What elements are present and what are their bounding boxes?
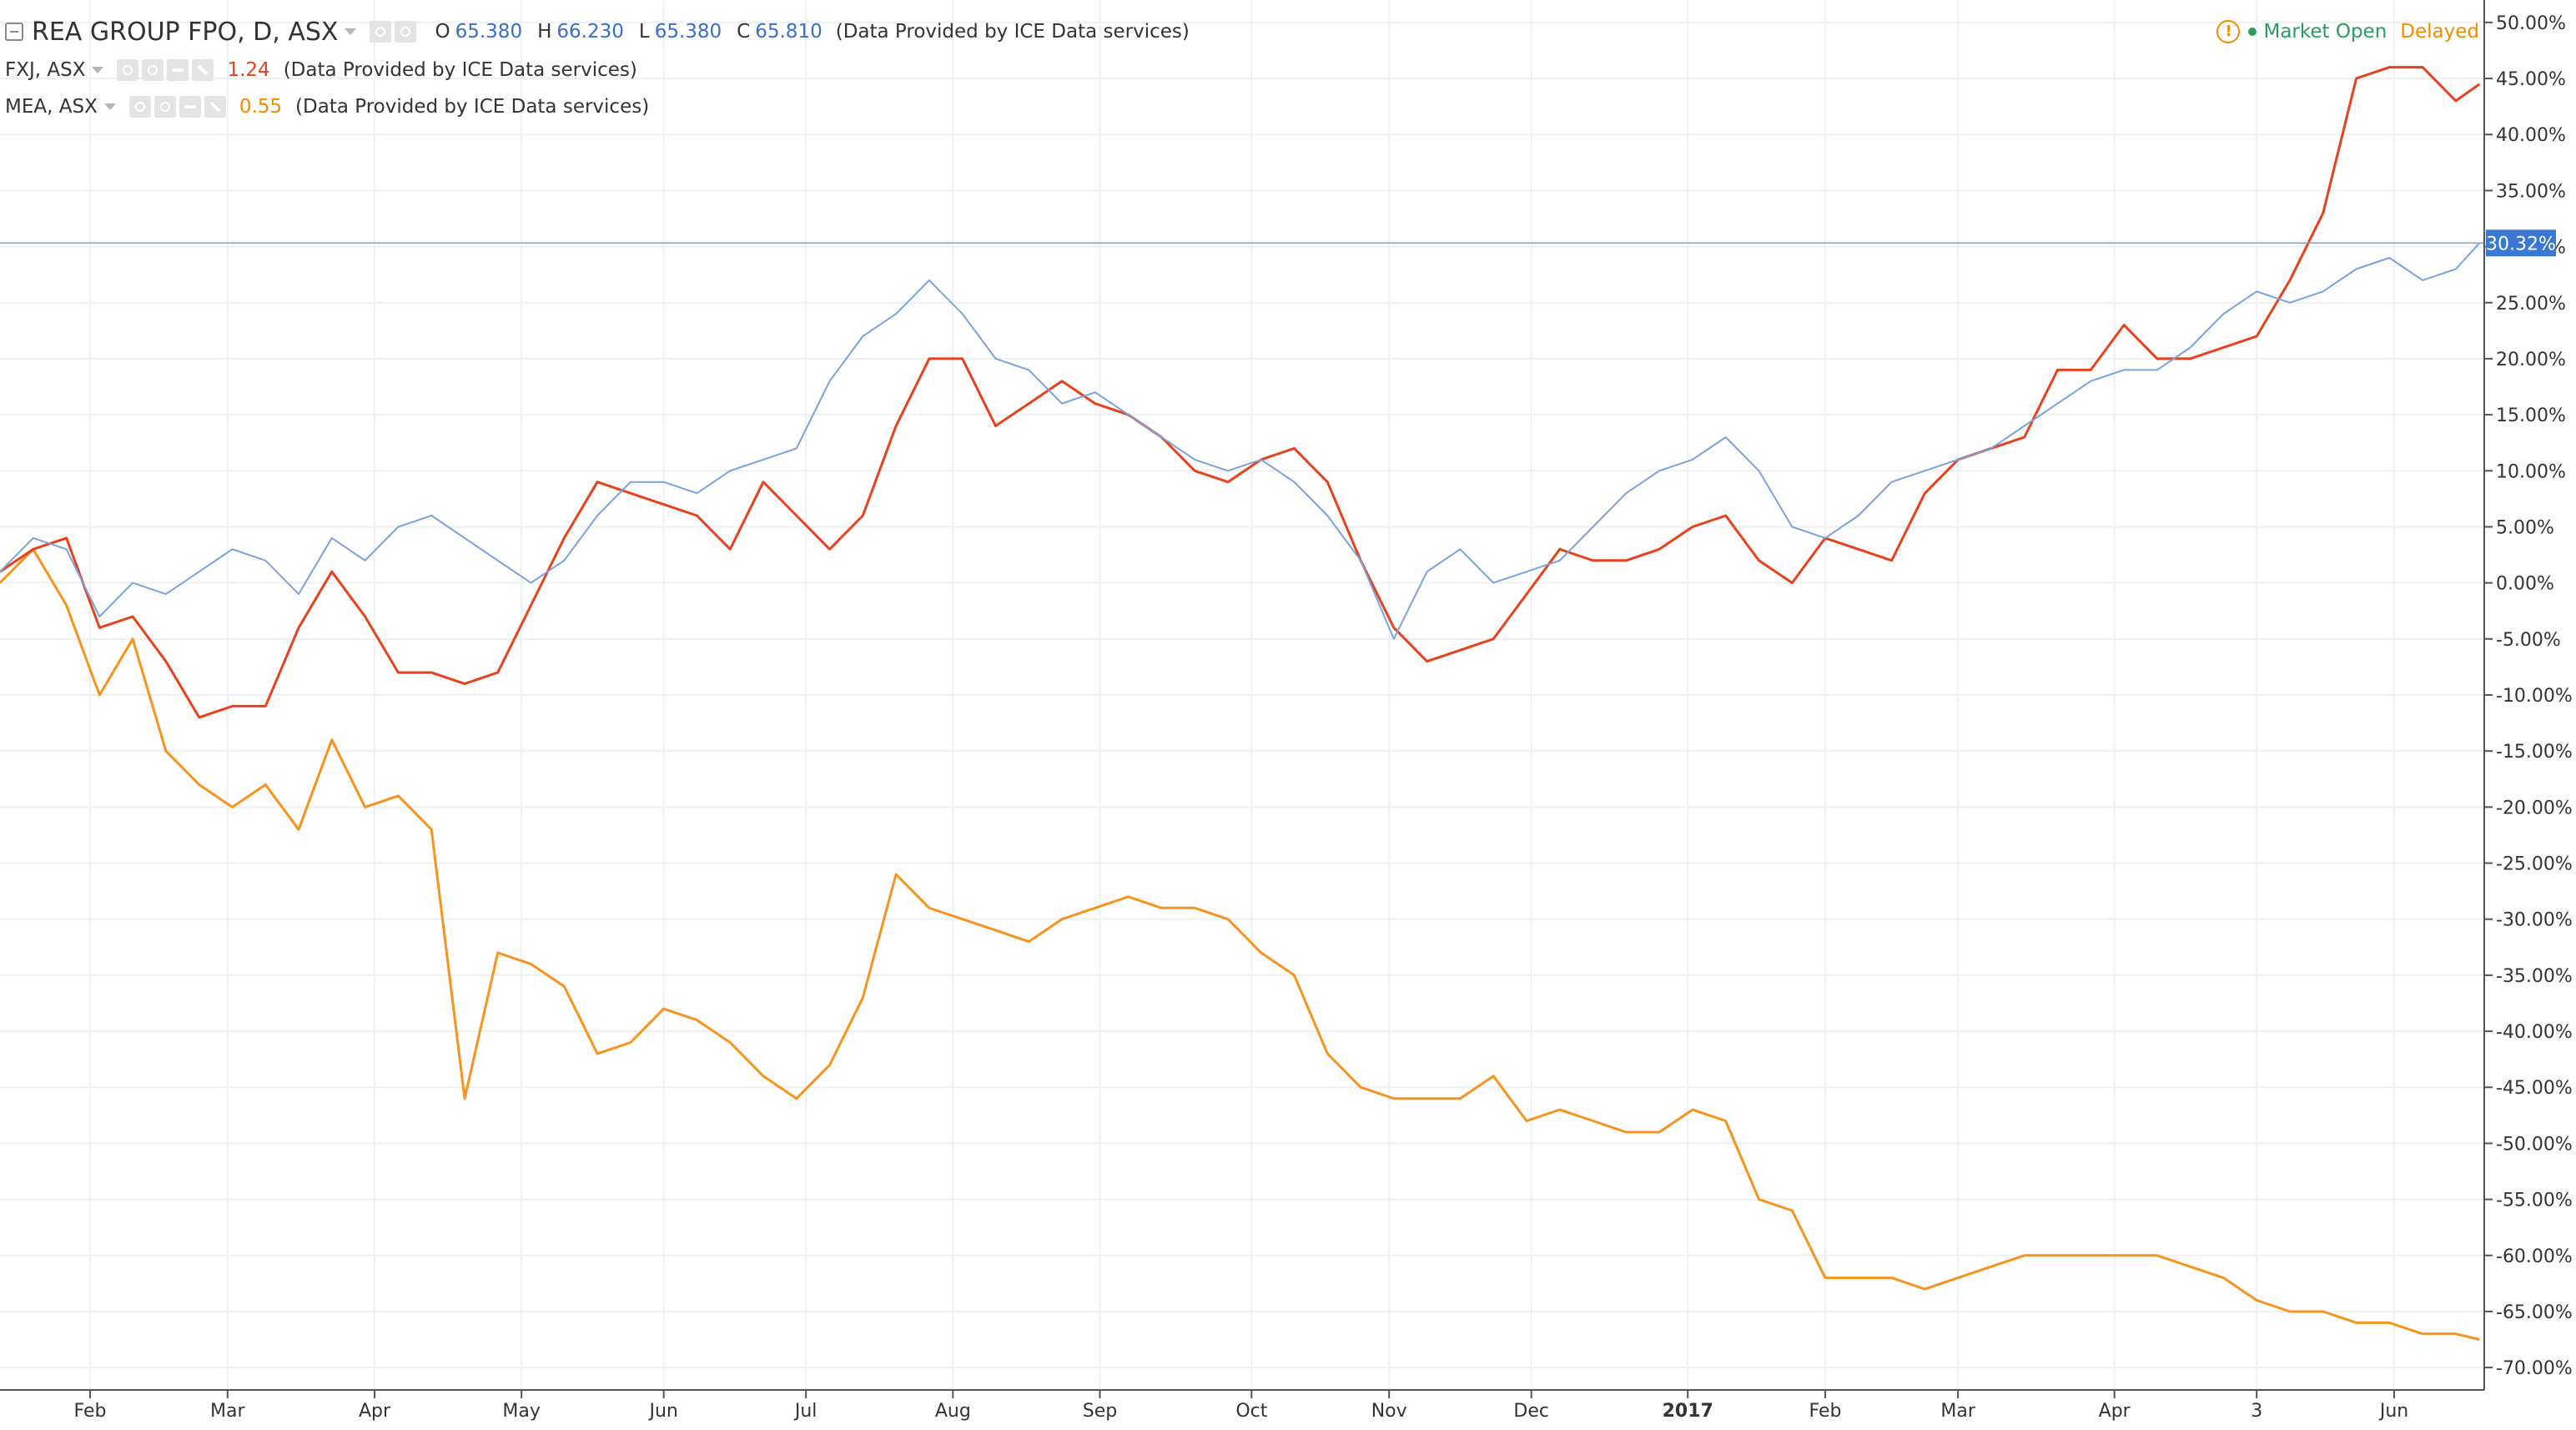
market-open-label: Market Open [2263,21,2387,43]
x-tick-label: Apr [359,1401,391,1422]
y-tick-label: -20.00% [2496,798,2573,818]
warning-icon[interactable]: ! [2216,20,2241,43]
close-value: 65.810 [755,21,823,43]
fxj-symbol[interactable]: FXJ, ASX [5,59,86,81]
x-tick-label: Feb [1809,1401,1842,1422]
x-tick-label: Jun [647,1401,677,1422]
open-label: O [435,21,450,43]
series-line-mea [0,547,2480,1341]
low-label: L [638,21,650,43]
x-tick-label: 3 [2251,1401,2262,1422]
x-tick-label: Jun [2378,1401,2408,1422]
y-tick-label: -30.00% [2496,910,2573,931]
chevron-down-icon[interactable] [103,103,116,110]
settings-icon[interactable] [142,59,164,81]
x-tick-label: Feb [74,1401,107,1422]
y-tick-label: -60.00% [2496,1246,2573,1267]
visibility-icon[interactable] [128,96,151,118]
data-source-label: (Data Provided by ICE Data services) [283,59,637,81]
y-tick-label: -40.00% [2496,1022,2573,1043]
y-tick-label: 35.00% [2496,181,2566,202]
close-icon[interactable] [192,59,214,81]
y-tick-label: 0.00% [2496,574,2554,595]
y-tick-label: -65.00% [2496,1302,2573,1323]
y-tick-label: -45.00% [2496,1078,2573,1099]
plus-icon[interactable] [179,96,201,118]
last-price-label: 30.32% [2486,234,2556,254]
x-tick-label: Apr [2099,1401,2131,1422]
legend-compare-mea: MEA, ASX 0.55 (Data Provided by ICE Data… [5,92,649,122]
data-source-label: (Data Provided by ICE Data services) [835,21,1190,43]
chevron-down-icon[interactable] [345,28,357,35]
y-tick-label: -10.00% [2496,686,2573,707]
fxj-value: 1.24 [227,59,270,81]
visibility-icon[interactable] [117,59,139,81]
market-open-dot-icon [2248,28,2257,36]
x-tick-label: Jul [793,1401,818,1422]
y-tick-label: 5.00% [2496,517,2554,538]
close-icon[interactable] [204,96,226,118]
grid [0,0,2484,1390]
mea-symbol[interactable]: MEA, ASX [5,96,98,118]
collapse-legend-icon[interactable] [5,23,23,41]
y-tick-label: 50.00% [2496,13,2566,34]
y-tick-label: 40.00% [2496,125,2566,146]
data-source-label: (Data Provided by ICE Data services) [295,96,650,118]
y-tick-label: 25.00% [2496,294,2566,315]
main-symbol[interactable]: REA GROUP FPO, D, ASX [32,17,339,47]
y-tick-label: -15.00% [2496,742,2573,763]
series-line-rea [0,242,2481,640]
x-tick-label: May [502,1401,540,1422]
y-tick-label: 45.00% [2496,69,2566,90]
y-tick-label: -50.00% [2496,1134,2573,1155]
axis-corner [2486,1392,2576,1430]
high-value: 66.230 [556,21,624,43]
y-tick-label: 10.00% [2496,461,2566,482]
y-tick-label: -35.00% [2496,966,2573,987]
settings-icon[interactable] [395,21,417,43]
close-label: C [737,21,751,43]
y-tick-label: 15.00% [2496,405,2566,426]
y-tick-label: -55.00% [2496,1191,2573,1211]
x-tick-label: Mar [210,1401,245,1422]
high-label: H [537,21,552,43]
delayed-label: Delayed [2400,21,2479,43]
y-tick-label: -70.00% [2496,1358,2573,1379]
x-tick-label: Aug [935,1401,971,1422]
y-tick-label: -5.00% [2496,630,2561,651]
open-value: 65.380 [455,21,523,43]
series-layer [0,66,2484,1341]
last-price-badge [2486,229,2556,257]
legend-compare-fxj: FXJ, ASX 1.24 (Data Provided by ICE Data… [5,55,637,85]
x-tick-label: 2017 [1663,1401,1713,1422]
low-value: 65.380 [654,21,722,43]
mea-value: 0.55 [239,96,283,118]
y-tick-label: -25.00% [2496,854,2573,875]
x-tick-label: Nov [1371,1401,1407,1422]
x-tick-label: Mar [1940,1401,1975,1422]
x-tick-label: Sep [1083,1401,1117,1422]
x-tick-label: Oct [1235,1401,1267,1422]
settings-icon[interactable] [153,96,176,118]
market-status: ! Market Open Delayed [2216,18,2479,45]
series-line-fxj [0,66,2481,719]
y-tick-label: 20.00% [2496,350,2566,370]
visibility-icon[interactable] [370,21,392,43]
plus-icon[interactable] [167,59,189,81]
chevron-down-icon[interactable] [92,67,104,73]
x-tick-label: Dec [1513,1401,1549,1422]
